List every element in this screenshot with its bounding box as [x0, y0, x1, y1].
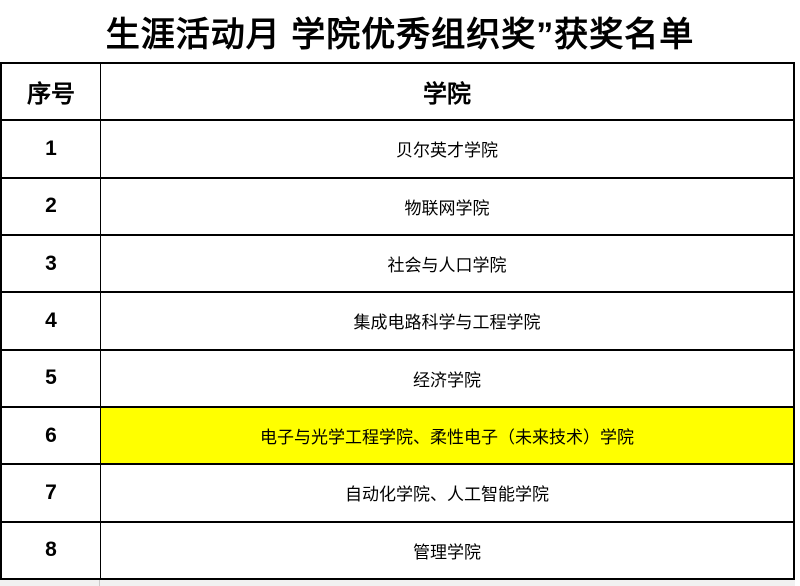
- column-divider-remnant: [99, 580, 100, 586]
- college-name-cell: 社会与人口学院: [387, 256, 507, 276]
- row-index-cell: 6: [2, 407, 101, 464]
- header-cell-index: 序号: [2, 64, 101, 120]
- table-header-row: 序号 学院: [2, 64, 793, 122]
- row-index-cell: 1: [2, 121, 101, 177]
- table-row: 3 社会与人口学院: [2, 235, 793, 294]
- row-index-cell: 3: [2, 235, 101, 292]
- college-name-cell: 集成电路科学与工程学院: [353, 313, 541, 333]
- row-index-cell: 8: [2, 522, 101, 578]
- row-index-cell: 2: [2, 178, 101, 234]
- college-name-cell-highlighted: 电子与光学工程学院、柔性电子（未来技术）学院: [101, 407, 793, 464]
- awards-table: 序号 学院 1 贝尔英才学院 2 物联网学院 3 社会与人口学院 4 集成电路科…: [0, 62, 795, 580]
- table-row: 1 贝尔英才学院: [2, 121, 793, 179]
- college-name-cell: 经济学院: [413, 370, 481, 390]
- partial-next-row-strip: [0, 580, 795, 586]
- page-title: 生涯活动月 学院优秀组织奖”获奖名单: [105, 15, 695, 54]
- college-name-cell: 贝尔英才学院: [396, 141, 498, 161]
- row-index-cell: 4: [2, 293, 101, 349]
- table-row: 5 经济学院: [2, 350, 793, 408]
- table-row: 2 物联网学院: [2, 178, 793, 236]
- table-row: 7 自动化学院、人工智能学院: [2, 465, 793, 523]
- row-index-cell: 5: [2, 350, 101, 406]
- row-index-cell: 7: [2, 465, 101, 521]
- table-row: 4 集成电路科学与工程学院: [2, 293, 793, 351]
- college-name-cell: 自动化学院、人工智能学院: [345, 485, 549, 505]
- college-name-cell: 管理学院: [413, 542, 481, 562]
- table-row: 8 管理学院: [2, 522, 793, 578]
- table-row-highlighted: 6 电子与光学工程学院、柔性电子（未来技术）学院: [2, 407, 793, 466]
- college-name-cell: 物联网学院: [404, 198, 490, 218]
- header-cell-college: 学院: [423, 81, 471, 109]
